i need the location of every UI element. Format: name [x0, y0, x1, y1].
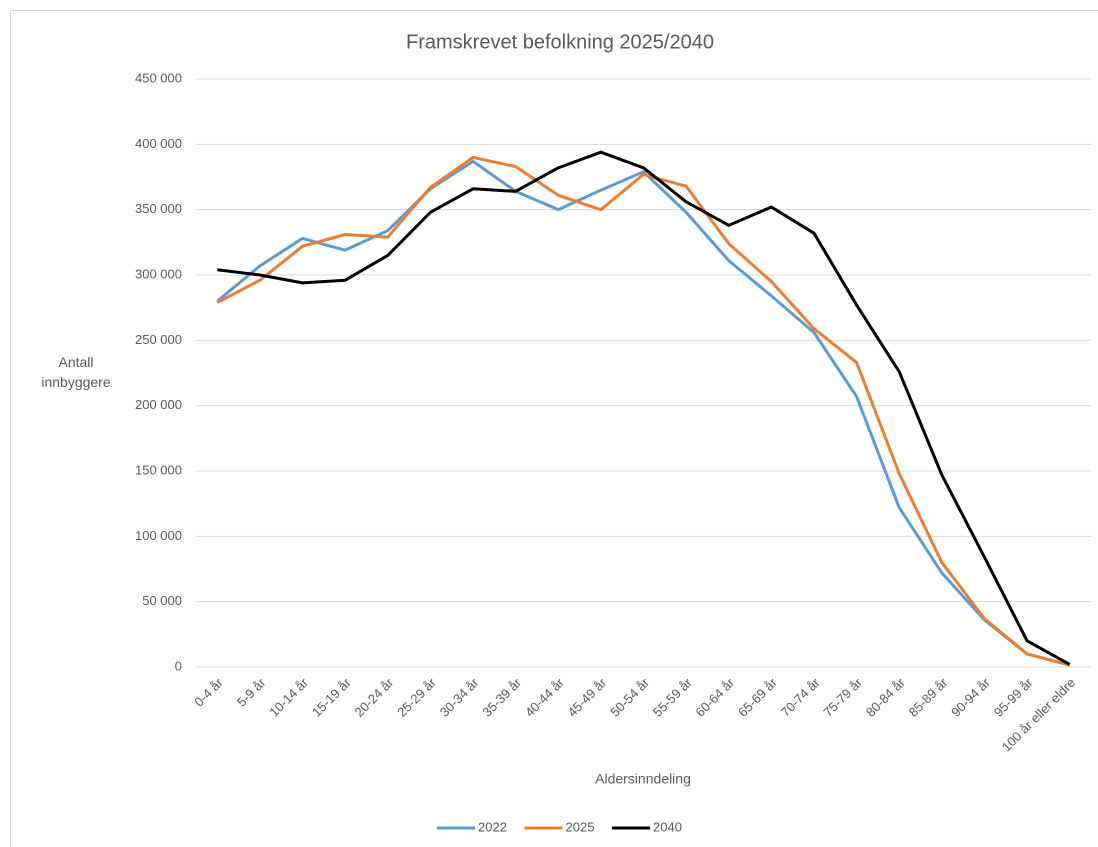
x-tick-label: 0-4 år — [191, 674, 226, 709]
line-series — [217, 150, 1071, 666]
x-tick-label: 20-24 år — [351, 674, 396, 719]
x-tick-label: 10-14 år — [266, 674, 311, 719]
x-tick-label: 30-34 år — [437, 674, 482, 719]
x-tick-label: 45-49 år — [565, 674, 610, 719]
y-tick-label: 50 000 — [142, 593, 182, 608]
y-tick-label: 150 000 — [135, 462, 182, 477]
y-tick-label: 300 000 — [135, 266, 182, 281]
x-tick-label: 35-39 år — [479, 674, 524, 719]
x-tick-label: 40-44 år — [522, 674, 567, 719]
y-tick-label: 100 000 — [135, 528, 182, 543]
x-tick-label: 75-79 år — [820, 674, 865, 719]
chart-border — [10, 10, 1098, 847]
x-tick-label: 5-9 år — [234, 674, 269, 709]
x-tick-label: 60-64 år — [692, 674, 737, 719]
legend-label: 2022 — [478, 819, 507, 834]
y-tick-label: 200 000 — [135, 397, 182, 412]
y-tick-label: 0 — [175, 658, 182, 673]
legend-label: 2025 — [566, 819, 595, 834]
y-tick-label: 450 000 — [135, 70, 182, 85]
y-axis-title: Antall innbyggere — [41, 354, 111, 390]
x-tick-label: 15-19 år — [309, 674, 354, 719]
y-tick-label: 350 000 — [135, 201, 182, 216]
x-tick-label: 85-89 år — [906, 674, 951, 719]
y-tick-label: 400 000 — [135, 136, 182, 151]
x-tick-label: 90-94 år — [948, 674, 993, 719]
x-tick-label: 80-84 år — [863, 674, 908, 719]
line-series — [216, 159, 1071, 667]
x-tick-label: 65-69 år — [735, 674, 780, 719]
chart-title: Framskrevet befolkning 2025/2040 — [406, 31, 714, 53]
x-axis-title: Aldersinndeling — [595, 771, 691, 787]
x-tick-label: 70-74 år — [778, 674, 823, 719]
legend-label: 2040 — [653, 819, 682, 834]
line-series — [216, 155, 1071, 667]
x-tick-label: 55-59 år — [650, 674, 695, 719]
x-tick-label: 50-54 år — [607, 674, 652, 719]
y-tick-label: 250 000 — [135, 332, 182, 347]
x-tick-label: 100 år eller eldre — [999, 675, 1079, 755]
x-tick-label: 25-29 år — [394, 674, 439, 719]
